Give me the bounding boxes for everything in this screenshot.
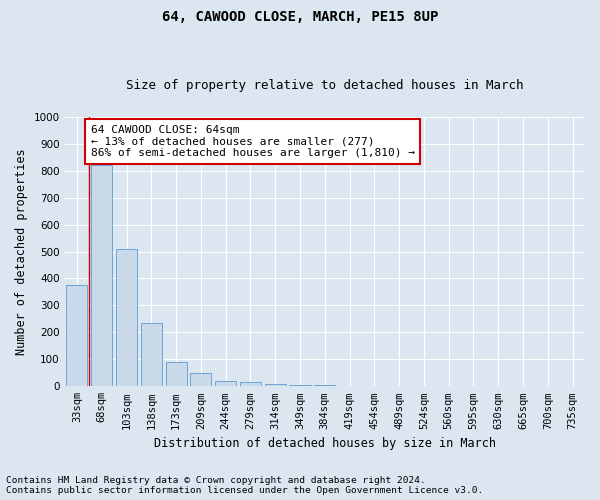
Title: Size of property relative to detached houses in March: Size of property relative to detached ho… — [126, 79, 524, 92]
Bar — [215, 381, 236, 386]
Bar — [190, 373, 211, 386]
X-axis label: Distribution of detached houses by size in March: Distribution of detached houses by size … — [154, 437, 496, 450]
Bar — [91, 166, 112, 386]
Bar — [67, 285, 88, 386]
Text: Contains HM Land Registry data © Crown copyright and database right 2024.
Contai: Contains HM Land Registry data © Crown c… — [6, 476, 483, 495]
Bar — [265, 384, 286, 386]
Bar — [289, 384, 311, 386]
Y-axis label: Number of detached properties: Number of detached properties — [15, 148, 28, 355]
Bar — [166, 362, 187, 386]
Text: 64 CAWOOD CLOSE: 64sqm
← 13% of detached houses are smaller (277)
86% of semi-de: 64 CAWOOD CLOSE: 64sqm ← 13% of detached… — [91, 125, 415, 158]
Text: 64, CAWOOD CLOSE, MARCH, PE15 8UP: 64, CAWOOD CLOSE, MARCH, PE15 8UP — [162, 10, 438, 24]
Bar — [141, 323, 162, 386]
Bar — [314, 385, 335, 386]
Bar — [116, 249, 137, 386]
Bar — [240, 382, 261, 386]
